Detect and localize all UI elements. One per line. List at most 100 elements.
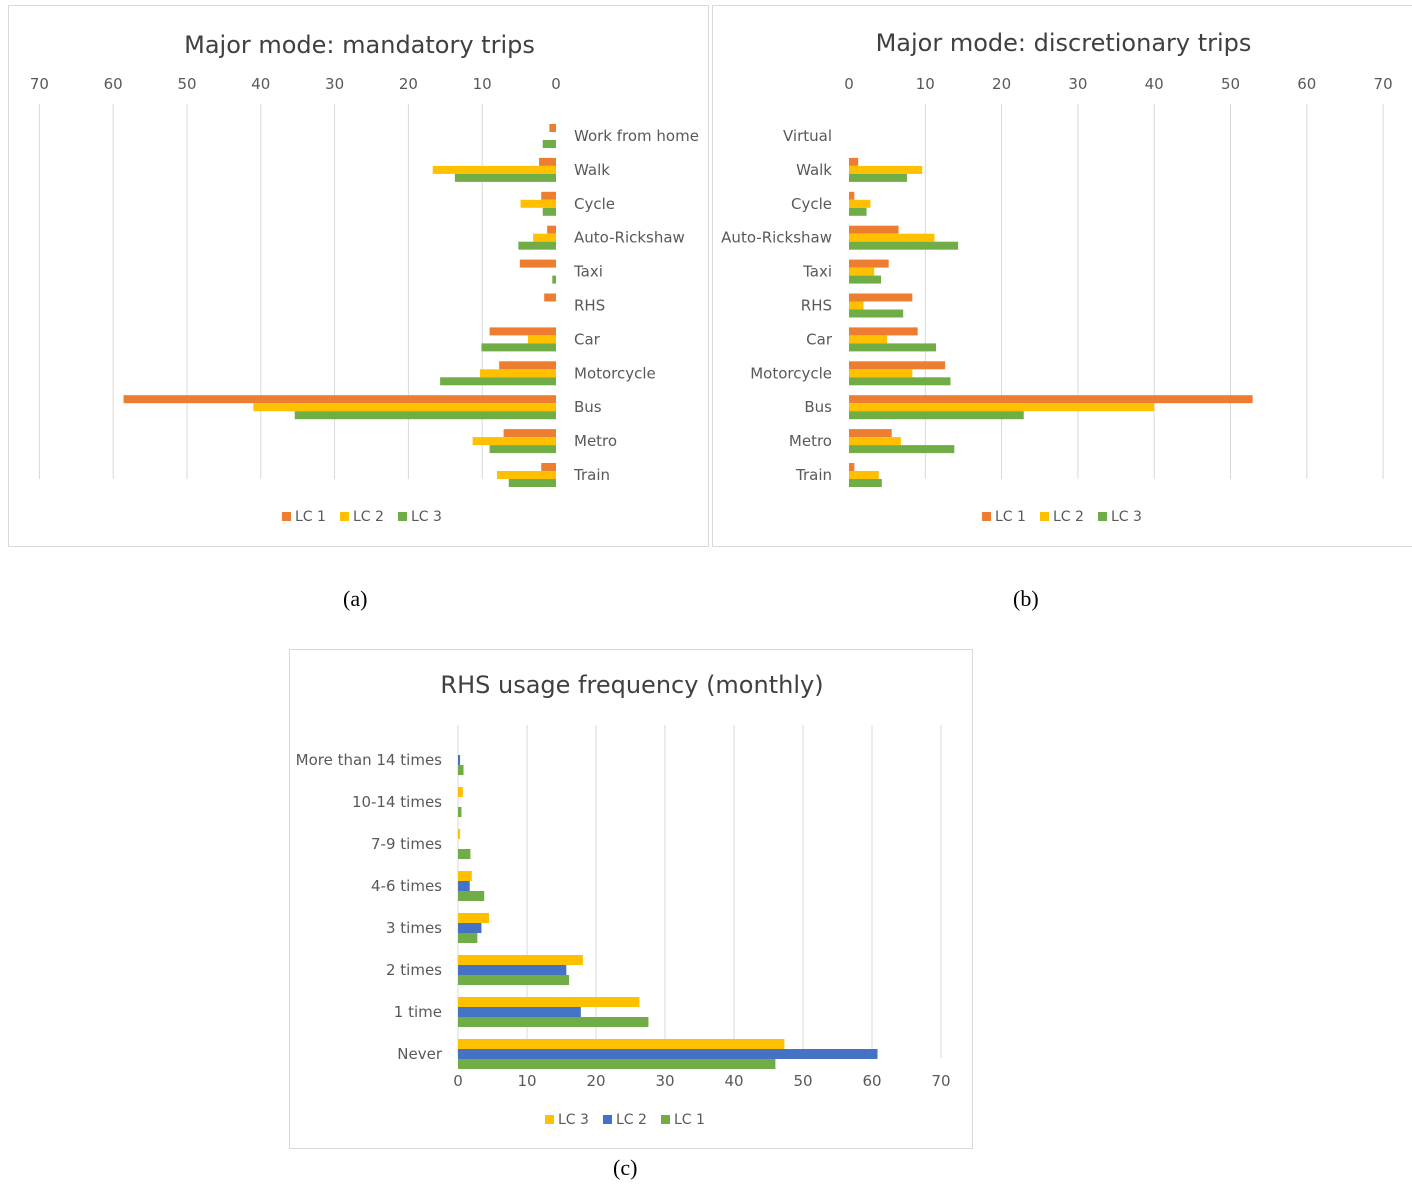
bar-lc-1-bus <box>123 395 557 404</box>
category-label: RHS <box>574 297 605 315</box>
bar-lc-1-auto-rickshaw <box>849 225 899 234</box>
bar-lc-1-motorcycle <box>849 361 946 370</box>
legend-swatch-lc-3 <box>1098 512 1107 521</box>
tick-label: 10 <box>916 75 935 93</box>
bar-lc-1-1-time <box>458 1017 649 1027</box>
category-label: 4-6 times <box>371 877 442 895</box>
bar-lc-3-work-from-home <box>542 140 556 148</box>
category-label: Metro <box>789 432 832 450</box>
tick-label: 50 <box>177 75 196 93</box>
bar-lc-1-taxi <box>849 259 889 268</box>
tick-label: 60 <box>862 1072 881 1090</box>
bar-lc-1-metro <box>503 429 556 438</box>
chart-title: RHS usage frequency (monthly) <box>440 671 823 699</box>
category-label: 2 times <box>386 961 442 979</box>
panel-label-c: (c) <box>613 1155 638 1180</box>
legend-swatch-lc-3 <box>398 512 407 521</box>
panel-label-b: (b) <box>1013 586 1039 611</box>
tick-label: 70 <box>30 75 49 93</box>
bar-lc-1-3-times <box>458 933 478 943</box>
bar-lc-2-car <box>527 335 556 344</box>
legend-label-lc-1: LC 1 <box>995 509 1026 525</box>
bar-lc-1-taxi <box>519 259 556 268</box>
bar-lc-2-metro <box>849 437 901 446</box>
bar-lc-1-train <box>849 463 855 471</box>
category-label: Cycle <box>791 195 832 213</box>
bar-lc-2-more-than-14-times <box>458 755 461 765</box>
bar-lc-2-bus <box>253 403 557 412</box>
bar-lc-3-train <box>508 479 556 487</box>
legend-swatch-lc-1 <box>282 512 291 521</box>
category-label: 1 time <box>394 1003 442 1021</box>
category-label: Work from home <box>574 127 699 145</box>
tick-label: 30 <box>325 75 344 93</box>
bar-lc-2-2-times <box>458 965 567 975</box>
tick-label: 10 <box>517 1072 536 1090</box>
bar-lc-2-motorcycle <box>479 369 556 378</box>
bar-lc-2-metro <box>472 437 556 446</box>
category-label: Bus <box>574 398 602 416</box>
category-label: Taxi <box>573 263 603 281</box>
bar-lc-2-auto-rickshaw <box>533 233 556 242</box>
bar-lc-3-rhs <box>849 309 904 318</box>
legend-swatch-lc-2 <box>1040 512 1049 521</box>
category-label: Metro <box>574 432 617 450</box>
legend-swatch-lc-1 <box>661 1115 670 1124</box>
tick-label: 20 <box>992 75 1011 93</box>
category-label: Train <box>573 466 610 484</box>
bar-lc-2-auto-rickshaw <box>849 233 935 242</box>
tick-label: 40 <box>724 1072 743 1090</box>
legend-label-lc-2: LC 2 <box>1053 509 1084 525</box>
tick-label: 60 <box>1297 75 1316 93</box>
bar-lc-1-walk <box>849 157 859 166</box>
category-label: Motorcycle <box>574 364 656 382</box>
chart-discretionary-trips: Major mode: discretionary trips 0 10 20 30 40… <box>721 29 1393 525</box>
legend-swatch-lc-1 <box>982 512 991 521</box>
bar-lc-3-bus <box>849 411 1024 420</box>
legend-label-lc-3: LC 3 <box>411 509 442 525</box>
bar-lc-3-auto-rickshaw <box>518 241 556 250</box>
bar-lc-2-train <box>496 471 556 479</box>
bar-lc-3-motorcycle <box>849 377 951 386</box>
tick-label: 20 <box>586 1072 605 1090</box>
bar-lc-2-motorcycle <box>849 369 913 378</box>
bar-lc-3-metro <box>849 445 955 454</box>
category-label: Motorcycle <box>750 364 832 382</box>
category-label: Taxi <box>802 263 832 281</box>
chart-panel-c: RHS usage frequency (monthly) 0 10 20 30 40 50… <box>289 649 973 1149</box>
tick-label: 60 <box>104 75 123 93</box>
category-label: Auto-Rickshaw <box>574 229 685 247</box>
chart-mandatory-trips: Major mode: mandatory trips 70 60 50 40 30 20 1… <box>30 31 699 525</box>
bar-lc-1-auto-rickshaw <box>547 225 556 234</box>
category-label: RHS <box>801 297 832 315</box>
tick-label: 10 <box>473 75 492 93</box>
bar-lc-1-7-9-times <box>458 849 471 859</box>
bar-lc-2-rhs <box>849 301 864 310</box>
bar-lc-2-taxi <box>849 267 875 276</box>
bar-lc-2-never <box>458 1049 878 1059</box>
bar-lc-3-7-9-times <box>458 829 461 839</box>
category-label: Walk <box>574 161 610 179</box>
chart-title: Major mode: discretionary trips <box>876 29 1252 57</box>
bar-lc-2-cycle <box>520 199 556 208</box>
legend-label-lc-1: LC 1 <box>295 509 326 525</box>
tick-label: 50 <box>1221 75 1240 93</box>
bar-lc-1-car <box>489 327 556 336</box>
bar-lc-1-metro <box>849 429 892 438</box>
bar-lc-3-2-times <box>458 955 583 965</box>
bar-lc-2-3-times <box>458 923 482 933</box>
tick-label: 30 <box>655 1072 674 1090</box>
bar-lc-1-4-6-times <box>458 891 485 901</box>
tick-label: 40 <box>1145 75 1164 93</box>
category-label: 7-9 times <box>371 835 442 853</box>
tick-label: 20 <box>399 75 418 93</box>
bar-lc-1-train <box>541 463 556 471</box>
legend-swatch-lc-2 <box>340 512 349 521</box>
category-label: Walk <box>796 161 832 179</box>
legend-label-lc-2: LC 2 <box>353 509 384 525</box>
category-label: 10-14 times <box>352 793 442 811</box>
bar-lc-3-taxi <box>849 275 882 284</box>
tick-label: 70 <box>1374 75 1393 93</box>
bar-lc-1-more-than-14-times <box>458 765 464 775</box>
bar-lc-3-train <box>849 479 882 487</box>
